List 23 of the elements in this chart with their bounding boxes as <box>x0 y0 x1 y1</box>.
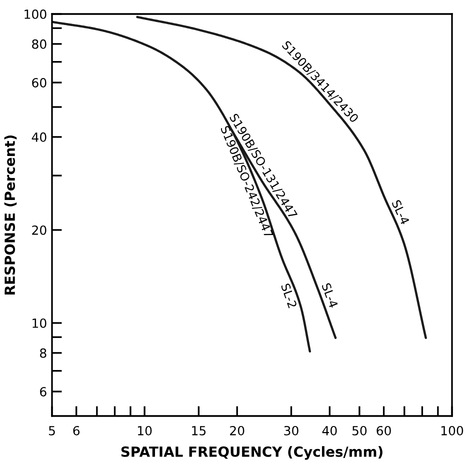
x-tick-label: 20 <box>230 426 244 436</box>
y-tick-label: 20 <box>32 225 46 235</box>
y-axis-title: RESPONSE (Percent) <box>4 135 17 294</box>
annotation: SL-4 <box>322 282 338 308</box>
annotation: SL-2 <box>280 283 298 308</box>
y-tick-label: 40 <box>32 132 46 142</box>
y-tick-label: 8 <box>40 348 46 358</box>
x-tick-label: 5 <box>48 426 55 436</box>
y-tick-label: 80 <box>32 39 46 49</box>
x-axis-title: SPATIAL FREQUENCY (Cycles/mm) <box>121 446 382 460</box>
x-tick-label: 30 <box>284 426 298 436</box>
y-tick-label: 60 <box>32 78 46 88</box>
x-tick-label: 100 <box>441 426 464 436</box>
x-tick-label: 60 <box>376 426 391 436</box>
x-tick-label: 50 <box>352 426 367 436</box>
x-tick-label: 40 <box>322 426 337 436</box>
x-tick-label: 6 <box>73 426 80 436</box>
y-tick-label: 10 <box>32 318 46 328</box>
y-tick-label: 100 <box>24 9 46 19</box>
y-tick-label: 6 <box>40 387 46 396</box>
annotation: SL-4 <box>392 199 410 226</box>
x-tick-label: 15 <box>192 426 206 436</box>
x-tick-label: 10 <box>138 426 152 436</box>
